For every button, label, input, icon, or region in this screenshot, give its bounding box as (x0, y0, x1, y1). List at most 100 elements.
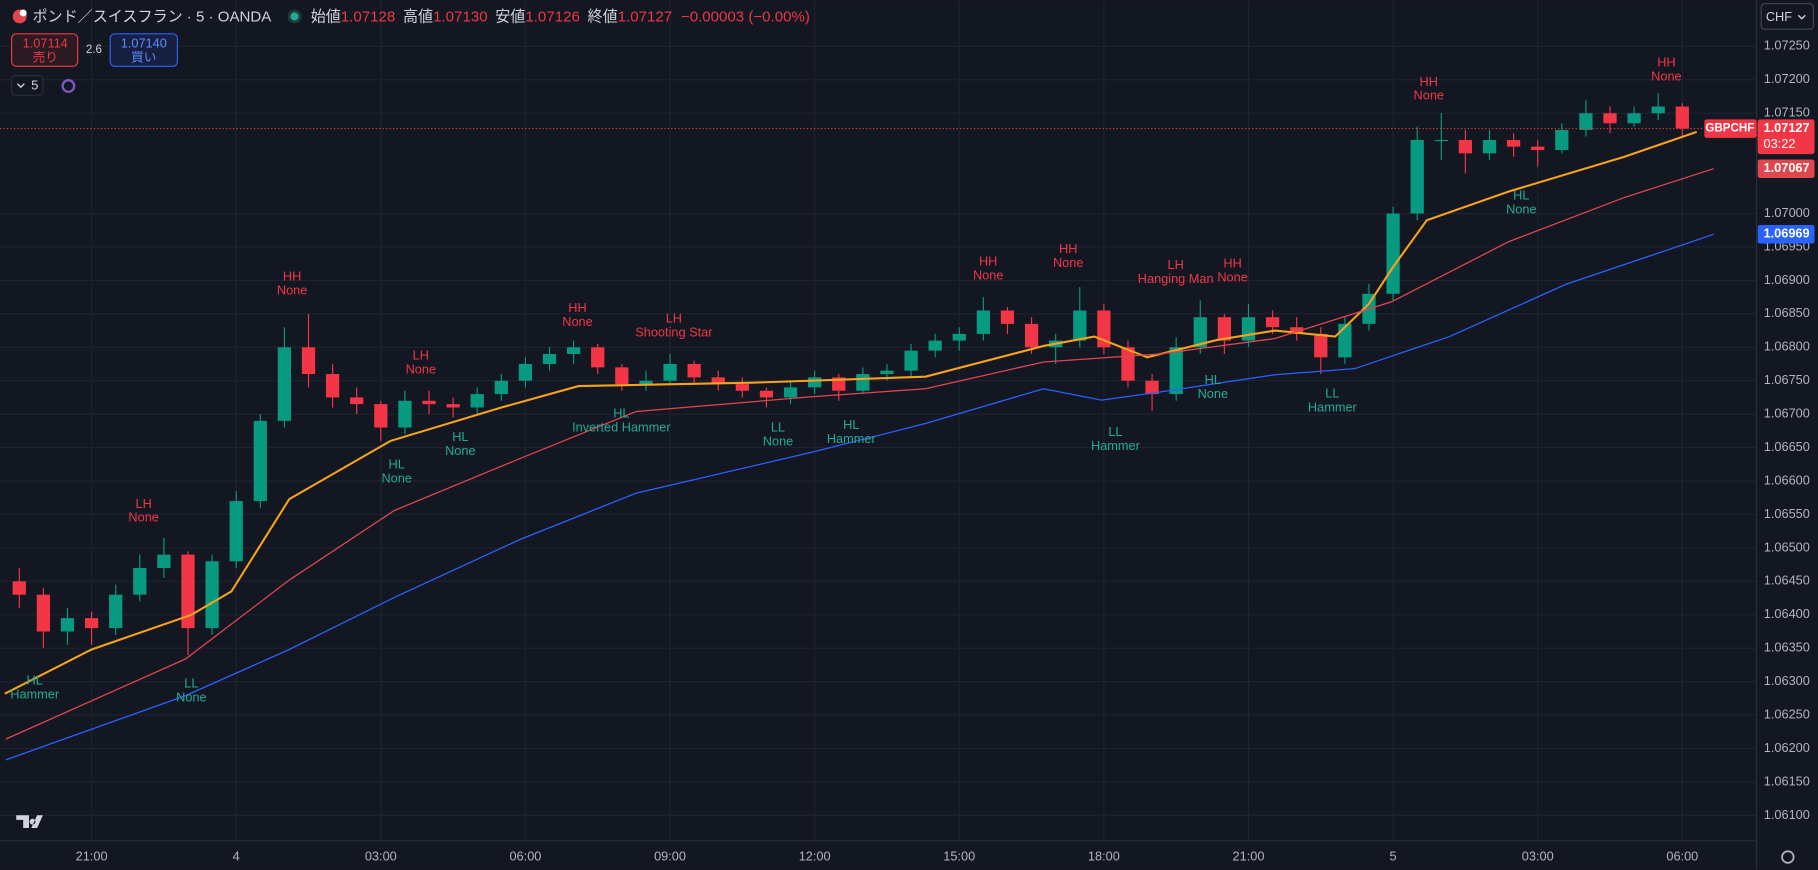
buy-label: 買い (131, 50, 157, 65)
axes: 1.06100 1.06150 1.06200 1.06250 1.06300 1.063… (76, 38, 1815, 863)
y-tick-label: 1.06600 (1764, 472, 1810, 487)
x-tick-label: 4 (233, 848, 240, 863)
ma-price-tag-bg (1757, 224, 1815, 244)
candle-body (1314, 333, 1328, 358)
candle-body (1651, 106, 1665, 114)
ohlc-label: 終値 (588, 9, 618, 26)
pattern-label: LH (666, 311, 682, 326)
pattern-label: None (381, 470, 411, 485)
pattern-label: None (1651, 68, 1681, 83)
candle-body (1024, 323, 1039, 348)
candle-body (350, 397, 364, 405)
candle-body (84, 618, 99, 629)
y-tick-label: 1.06900 (1764, 272, 1810, 287)
pattern-label: LH (1168, 257, 1184, 272)
candle-body (952, 333, 966, 341)
ohlc-value: 1.07130 (433, 9, 487, 26)
y-tick-label: 1.06200 (1764, 740, 1810, 755)
candle-body (422, 400, 436, 405)
y-tick-label: 1.06400 (1764, 606, 1810, 621)
currency: CHF (1766, 9, 1792, 24)
sell-label: 売り (32, 50, 58, 65)
candle-body (1531, 146, 1545, 151)
last-price-tag-bg (1757, 119, 1815, 155)
candle-body (1675, 106, 1689, 129)
pattern-label: HL (452, 429, 468, 444)
y-tick-label: 1.06800 (1764, 339, 1810, 354)
candle-body (928, 340, 942, 351)
symbol-tag: GBPCHF (1705, 123, 1754, 135)
currency-button[interactable] (1760, 3, 1814, 30)
y-tick-label: 1.06650 (1764, 439, 1810, 454)
pattern-label: Hammer (827, 431, 877, 446)
candle-body (1217, 317, 1232, 341)
market-status[interactable] (290, 12, 299, 21)
y-tick-label: 1.06250 (1764, 706, 1810, 721)
x-tick-label: 09:00 (654, 848, 686, 863)
pattern-label: HL (27, 672, 43, 687)
symbol-title[interactable]: ポンド／スイスフラン · 5 · OANDA (32, 9, 272, 26)
candle-body (1603, 113, 1617, 124)
pattern-label: None (973, 268, 1003, 283)
pattern-label: LL (184, 676, 198, 691)
settings-icon[interactable] (1781, 850, 1795, 864)
pattern-label: LL (1325, 385, 1339, 400)
candle-body (494, 380, 508, 395)
pattern-label: HH (1223, 256, 1241, 271)
candle-body (615, 367, 629, 385)
interval-toggle[interactable] (11, 74, 44, 96)
y-tick-label: 1.06700 (1764, 406, 1810, 421)
pattern-label: HL (613, 406, 629, 421)
pattern-label: HH (1059, 241, 1077, 256)
x-tick-label: 21:00 (1233, 848, 1265, 863)
pattern-label: Inverted Hammer (572, 419, 671, 434)
candle-body (591, 347, 605, 368)
x-tick-label: 06:00 (509, 848, 541, 863)
y-tick-label: 1.07250 (1764, 38, 1810, 53)
candle-body (133, 567, 147, 595)
pattern-label: HL (1513, 188, 1529, 203)
pattern-label: HH (1657, 54, 1675, 69)
x-tick-label: 03:00 (365, 848, 397, 863)
ohlc-label: 高値 (403, 9, 433, 26)
plot: HLHammerLHNoneLLNoneHHNoneHLNoneLHNoneHL… (0, 54, 1757, 761)
tradingview-logo[interactable] (16, 815, 43, 829)
ohlc-value: 1.07126 (525, 9, 579, 26)
pattern-label: HH (568, 300, 586, 315)
x-tick-label: 12:00 (799, 848, 831, 863)
ma-price-tag: 1.07067 (1764, 160, 1810, 175)
indicator-icon[interactable] (61, 79, 76, 93)
buy-button[interactable] (109, 33, 178, 67)
candle-body (1434, 139, 1448, 142)
candle-body (566, 347, 581, 354)
y-tick-label: 1.06100 (1764, 807, 1810, 822)
candle-body (1265, 317, 1280, 328)
pattern-label: HL (1205, 372, 1221, 387)
candle-body (1073, 310, 1087, 341)
candle-body (1627, 113, 1641, 124)
pattern-label: None (277, 282, 307, 297)
sell-button[interactable] (11, 33, 79, 67)
candle-body (446, 404, 460, 408)
ohlc-label: 安値 (495, 9, 525, 26)
ma-price-tag: 1.06969 (1764, 226, 1810, 241)
candle-body (1145, 380, 1159, 395)
x-tick-label: 21:00 (76, 848, 108, 863)
pattern-label: None (1217, 270, 1247, 285)
symbol-tag-bg (1704, 119, 1757, 138)
candle-body (976, 310, 990, 334)
pattern-label: HH (979, 254, 997, 269)
y-tick-label: 1.06150 (1764, 773, 1810, 788)
candle-body (229, 501, 243, 562)
candle-body (253, 420, 267, 502)
pattern-label: None (176, 690, 206, 705)
pattern-label: Hammer (10, 686, 60, 701)
pattern-label: HL (389, 456, 405, 471)
candle-body (783, 387, 798, 398)
pattern-label: None (763, 433, 793, 448)
pattern-label: None (445, 443, 475, 458)
candle-body (301, 347, 316, 375)
candle-body (205, 561, 219, 629)
candle-body (109, 594, 123, 629)
